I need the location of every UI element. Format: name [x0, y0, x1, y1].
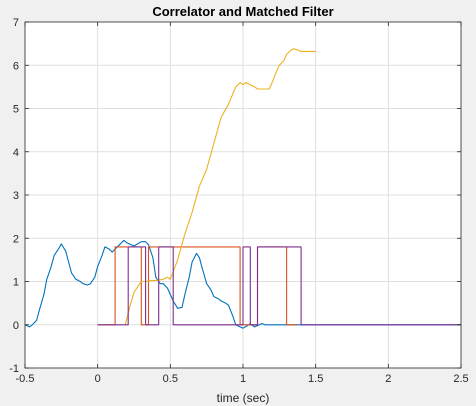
- y-axis: -1 0 1 2 3 4 5 6 7: [9, 17, 461, 375]
- x-tick-label: 0: [95, 373, 101, 385]
- y-tick-label: 0: [13, 320, 19, 332]
- series-line-1: [24, 239, 461, 329]
- y-tick-label: 6: [13, 60, 19, 72]
- y-tick-label: 4: [13, 147, 19, 159]
- x-tick-label: 2.5: [453, 373, 468, 385]
- x-axis: -0.5 0 0.5 1 1.5 2 2.5: [16, 22, 469, 385]
- series-line-4: [97, 246, 461, 326]
- y-tick-label: 7: [13, 17, 19, 29]
- y-tick-label: -1: [9, 363, 19, 375]
- series-layer: [24, 48, 461, 329]
- y-tick-label: 1: [13, 277, 19, 289]
- x-tick-label: 1: [240, 373, 246, 385]
- x-tick-label: 0.5: [163, 373, 178, 385]
- chart-title: Correlator and Matched Filter: [152, 4, 333, 19]
- x-axis-label: time (sec): [217, 391, 270, 405]
- y-tick-label: 5: [13, 104, 19, 116]
- y-tick-label: 3: [13, 190, 19, 202]
- x-tick-label: 2: [385, 373, 391, 385]
- series-line-3: [124, 48, 316, 325]
- x-tick-label: -0.5: [16, 373, 35, 385]
- y-tick-label: 2: [13, 233, 19, 245]
- x-tick-label: 1.5: [308, 373, 323, 385]
